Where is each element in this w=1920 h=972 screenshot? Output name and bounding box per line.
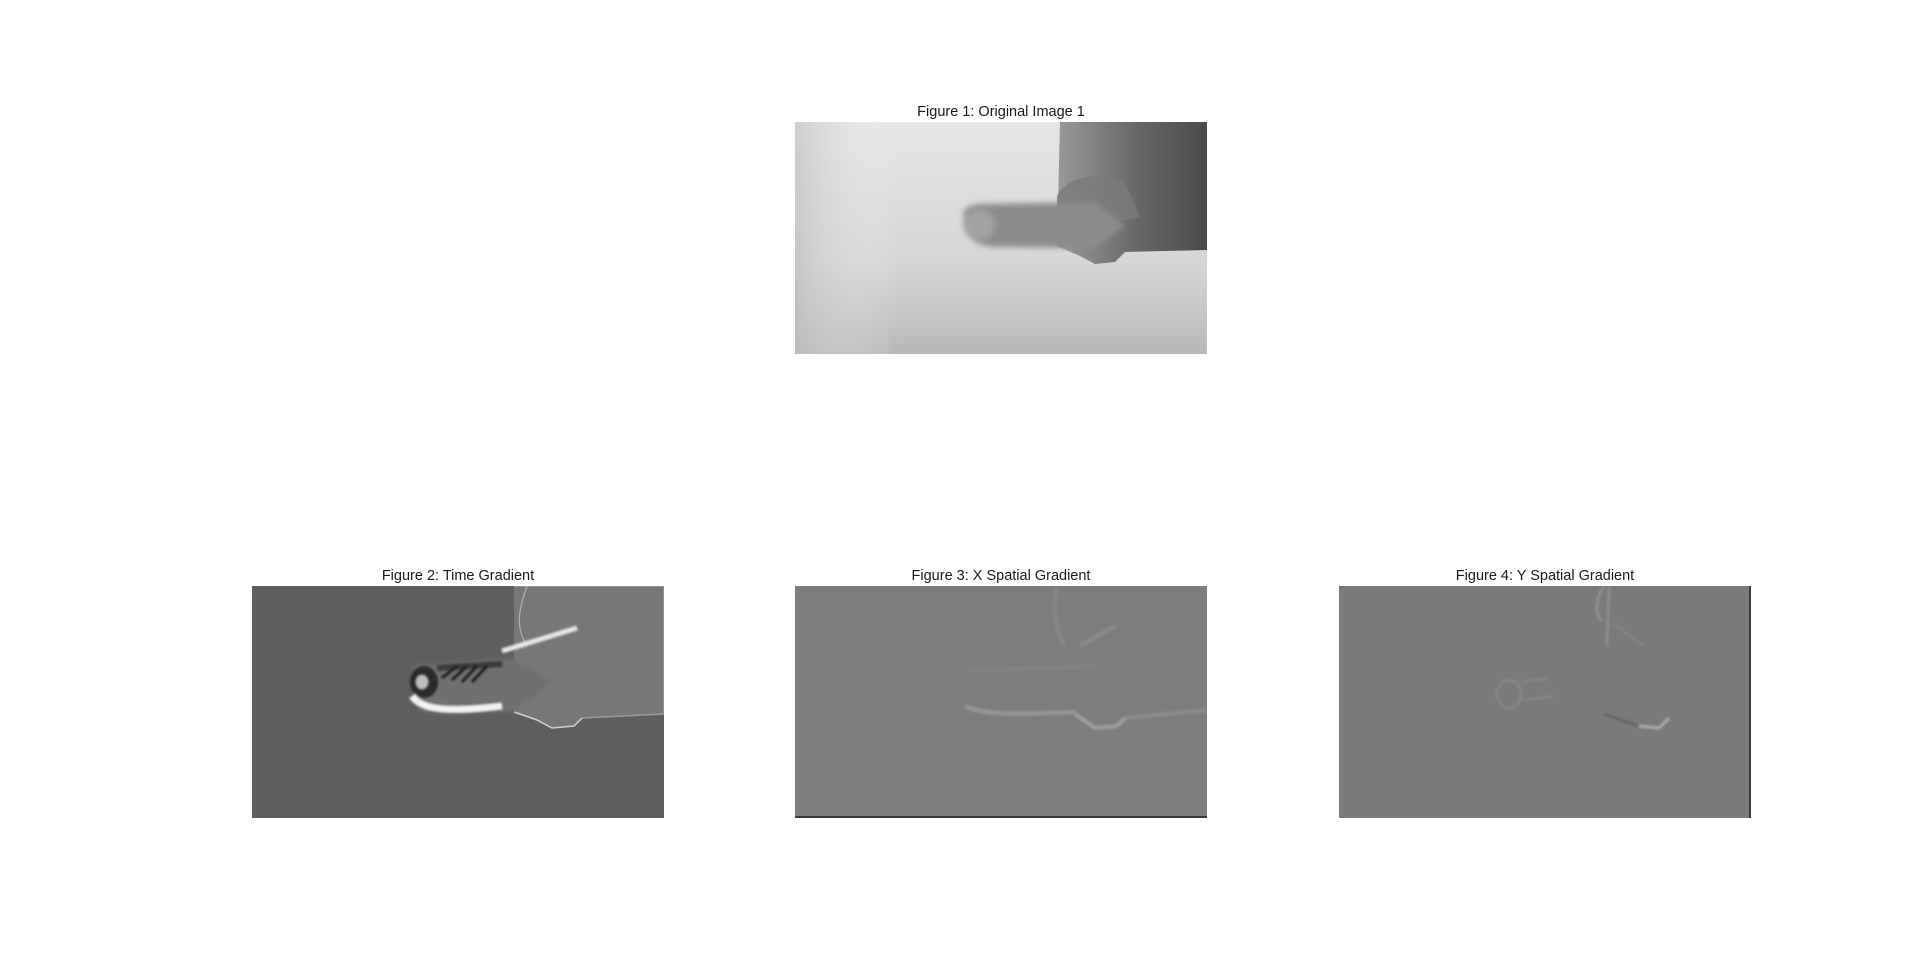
figure-title: Figure 2: Time Gradient <box>381 568 535 584</box>
figure-x-spatial-gradient: Figure 3: X Spatial Gradient <box>795 566 1207 818</box>
original-image <box>795 122 1207 354</box>
figure-original: Figure 1: Original Image 1 <box>795 102 1207 354</box>
time-gradient-image <box>252 586 664 818</box>
x-gradient-image <box>795 586 1207 818</box>
figure-title: Figure 4: Y Spatial Gradient <box>1455 568 1635 584</box>
figure-time-gradient: Figure 2: Time Gradient <box>252 566 664 818</box>
figure-title: Figure 3: X Spatial Gradient <box>911 568 1091 584</box>
figure-title: Figure 1: Original Image 1 <box>917 104 1085 120</box>
figure-y-spatial-gradient: Figure 4: Y Spatial Gradient <box>1339 566 1751 818</box>
y-gradient-image <box>1339 586 1751 818</box>
